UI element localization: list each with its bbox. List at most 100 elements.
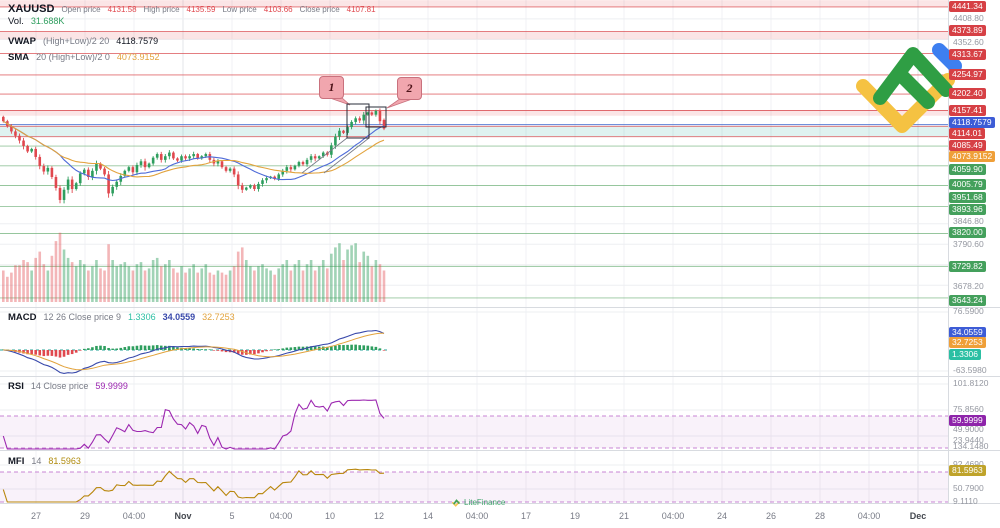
volume-bar [257,266,260,302]
time-axis-label: 12 [373,511,385,521]
volume-bar [378,264,382,302]
macd-line-value: 34.0559 [162,312,196,322]
candle-body [127,167,131,171]
macd-histogram-bar [34,350,37,355]
price-axis-label: 4005.79 [949,179,986,190]
volume-bar [58,232,62,302]
macd-histogram-bar [309,346,313,350]
watermark-logo-icon [452,499,460,507]
candle-body [176,158,179,161]
annotation-box[interactable] [365,106,387,128]
rsi-header[interactable]: RSI 14 Close price 59.9999 [8,381,128,392]
annotation-box[interactable] [346,103,370,139]
macd-histogram-bar [378,348,382,350]
candle-body [54,176,58,188]
candle-body [58,187,62,200]
volume-bar [269,270,272,302]
candle-body [220,161,224,168]
macd-histogram-bar [46,350,50,356]
candle-body [135,164,139,173]
rsi-band [0,416,948,448]
candle-body [83,169,86,174]
macd-histogram-bar [326,346,329,350]
macd-histogram-bar [346,344,349,350]
candle-body [87,169,90,177]
mfi-header[interactable]: MFI 14 81.5963 [8,456,81,467]
price-axis-label: 81.5963 [949,465,986,476]
callout-1[interactable]: 1 [319,76,344,99]
candle-body [172,152,175,159]
rsi-name: RSI [8,381,24,392]
macd-histogram-bar [50,350,54,356]
volume-bar [103,270,106,302]
sma-header[interactable]: SMA 20 (High+Low)/2 0 4073.9152 [8,52,159,63]
volume-bar [66,257,70,302]
price-axis-label: 4441.34 [949,1,986,12]
candle-body [305,159,309,165]
macd-histogram-bar [74,350,78,353]
volume-bar [123,262,127,302]
volume-bar [192,264,195,302]
candle-body [180,156,183,161]
time-axis-label: 04:00 [122,511,146,521]
volume-header[interactable]: Vol. 31.688K [8,16,64,27]
price-axis-label: 4254.97 [949,69,986,80]
candle-body [196,154,199,159]
macd-histogram-bar [151,345,155,350]
candle-body [249,185,252,188]
resistance-zone [0,110,948,116]
macd-histogram-bar [22,350,25,354]
candle-body [18,135,21,141]
macd-histogram-bar [224,350,228,353]
candle-body [382,119,386,129]
time-axis-label: 29 [79,511,91,521]
candle-body [192,154,195,157]
candle-body [358,118,361,121]
vwap-header[interactable]: VWAP (High+Low)/2 20 4118.7579 [8,36,158,47]
volume-bar [83,264,86,302]
price-axis[interactable]: 4441.34 4408.80 4373.89 4352.60 4313.67 4254.… [948,0,1000,506]
volume-bar [184,272,187,302]
price-axis-label: 4073.9152 [949,151,996,162]
candle-body [2,116,5,122]
macd-histogram-bar [54,350,58,357]
volume-bar [18,265,21,302]
time-axis[interactable]: 27 29 04:00 Nov 5 04:00 10 12 14 04:00 17 19 21 04:00… [0,504,948,528]
candle-body [362,114,366,121]
volume-bar [326,268,329,302]
callout-2[interactable]: 2 [397,77,422,100]
candle-body [378,111,382,122]
volume-bar [338,243,341,302]
macd-histogram-bar [107,347,110,350]
volume-bar [34,257,37,302]
macd-histogram-bar [362,345,366,350]
volume-bar [95,260,98,302]
candle-body [123,170,127,176]
candle-body [289,167,293,170]
symbol-name: XAUUSD [8,3,55,15]
volume-bar [382,270,386,302]
volume-bar [38,251,42,302]
macd-histogram-bar [78,350,82,351]
candle-body [265,178,268,181]
volume-bar [245,260,248,302]
macd-histogram-bar [30,350,33,355]
volume-bar [354,243,357,302]
symbol-header[interactable]: XAUUSD Open price 4131.58 High price 413… [8,3,376,15]
open-price-label: Open price [61,5,101,14]
candle-body [115,181,118,187]
high-price-value: 4135.59 [186,5,216,14]
volume-bar [6,276,9,302]
candle-body [236,174,240,186]
macd-histogram-bar [220,350,224,352]
volume-bar [321,260,325,302]
time-axis-label: 04:00 [661,511,685,521]
macd-header[interactable]: MACD 12 26 Close price 9 1.3306 34.0559 … [8,312,235,323]
open-price-value: 4131.58 [107,5,137,14]
volume-bar [2,270,5,302]
macd-histogram-bar [281,348,285,350]
candle-body [334,136,337,146]
macd-histogram-bar [143,345,147,350]
volume-bar [253,270,256,302]
